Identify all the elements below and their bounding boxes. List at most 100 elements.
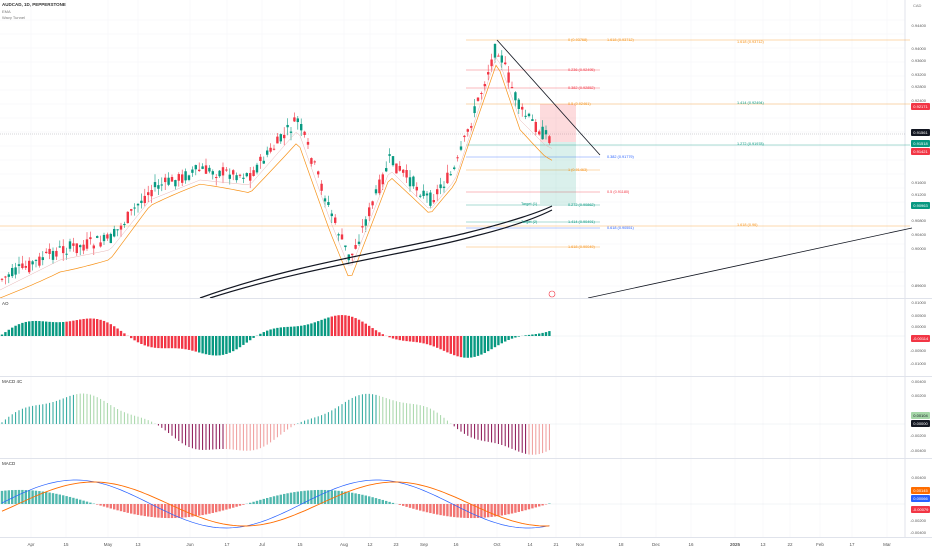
candle-body: [201, 166, 204, 169]
fib-label: 0.5 (0.92461): [568, 102, 591, 106]
ao-bar: [113, 326, 116, 336]
fib-label: 0.236 (0.92495): [568, 68, 595, 72]
macd-histogram-bar: [408, 504, 412, 508]
macd-pane-title[interactable]: MACD: [2, 461, 16, 466]
ao-bar: [327, 317, 330, 336]
macd-histogram-bar: [211, 504, 214, 513]
candle-body: [106, 234, 109, 239]
macd-histogram-bar: [17, 489, 21, 504]
macd-histogram-bar: [153, 504, 157, 518]
macd-histogram-bar: [48, 492, 51, 504]
macd-histogram-bar: [79, 499, 82, 504]
time-tick: 17: [849, 542, 855, 547]
ao-pane-title[interactable]: AO: [2, 301, 9, 306]
ao-bar: [7, 329, 10, 336]
ao-bar: [157, 336, 160, 349]
candle-body: [75, 243, 78, 254]
macd-histogram-bar: [463, 504, 466, 518]
ao-bar: [412, 336, 415, 342]
ao-bar: [436, 336, 439, 348]
ao-bar: [181, 336, 184, 349]
price-tick: 0.94400: [911, 23, 926, 28]
macd-histogram-bar: [85, 501, 89, 504]
ao-bar: [106, 322, 109, 336]
macd-histogram-bar: [368, 496, 371, 504]
candle-body: [395, 163, 398, 174]
indicator-wavy-tunnel-label[interactable]: Wavy Tunnel: [2, 15, 25, 20]
ao-bar: [225, 336, 228, 354]
macd-histogram-bar: [514, 504, 517, 513]
macd-histogram-bar: [476, 504, 480, 518]
macd-tick: -0.00400: [910, 530, 926, 535]
candle-body: [306, 141, 310, 145]
macd-histogram-bar: [252, 501, 255, 504]
ao-bar: [453, 336, 456, 356]
candle-body: [65, 253, 68, 255]
symbol-title[interactable]: AUDCAD, 1D, PEPPERSTONE: [2, 2, 66, 7]
candle-body: [96, 236, 99, 238]
ao-tick: 0.00000: [911, 324, 926, 329]
ao-bar: [99, 319, 102, 336]
candle-body: [153, 182, 157, 188]
candle-body: [211, 171, 214, 175]
ao-bar: [208, 336, 211, 355]
candle-body: [272, 148, 276, 150]
pane-divider[interactable]: [0, 298, 932, 299]
ao-bar: [548, 331, 551, 336]
ao-bar: [425, 336, 429, 345]
macd-histogram-bar: [109, 504, 112, 509]
indicator-ema-label[interactable]: EMA: [2, 9, 11, 14]
candle-body: [544, 130, 548, 135]
candle-body: [497, 55, 500, 57]
candle-body: [320, 183, 323, 191]
ao-bar: [218, 336, 221, 356]
candle-body: [136, 203, 140, 206]
ao-bar: [310, 323, 313, 336]
ao-bar: [480, 336, 483, 355]
macd4c-pane-title[interactable]: MACD 4C: [2, 379, 23, 384]
macd-histogram-bar: [21, 489, 24, 504]
macd-histogram-bar: [504, 504, 507, 515]
pane-divider[interactable]: [0, 458, 932, 459]
candle-body: [449, 174, 452, 176]
candle-body: [157, 185, 160, 189]
candle-body: [476, 97, 480, 101]
candle-body: [235, 175, 238, 181]
macd-histogram-bar: [174, 504, 177, 519]
macd-histogram-bar: [58, 494, 61, 504]
candle-body: [487, 72, 490, 75]
macd4c-badge: 0.00000: [911, 420, 930, 427]
candle-body: [541, 126, 544, 140]
price-tick: 0.91600: [911, 180, 926, 185]
macd4c-tick: 0.00200: [911, 393, 926, 398]
ao-bar: [517, 336, 520, 337]
macd-histogram-bar: [150, 504, 153, 517]
time-tick: 18: [618, 542, 624, 547]
price-tick: 0.92400: [911, 98, 926, 103]
fib-label: 1.414 (0.92494): [737, 101, 764, 105]
candle-body: [534, 121, 537, 133]
candle-body: [453, 167, 456, 170]
candle-body: [184, 171, 187, 181]
macd-tick: 0.00400: [911, 475, 926, 480]
macd-histogram-bar: [266, 497, 269, 504]
time-tick: Dec: [651, 542, 661, 547]
ao-bar: [24, 321, 27, 336]
macd-histogram-bar: [143, 504, 146, 517]
macd-histogram-bar: [323, 489, 327, 504]
ao-bar: [439, 336, 442, 350]
ao-bar: [187, 336, 191, 350]
pane-divider[interactable]: [0, 376, 932, 377]
macd-histogram-bar: [364, 495, 367, 504]
macd-histogram-bar: [436, 504, 439, 515]
macd-histogram-bar: [320, 489, 323, 504]
candle-body: [490, 59, 493, 67]
ao-bar: [72, 320, 75, 336]
take-profit-zone: [540, 142, 576, 204]
time-tick: May: [103, 542, 113, 547]
time-tick: Apr: [27, 542, 35, 547]
candle-body: [500, 55, 503, 63]
candle-body: [514, 92, 517, 101]
